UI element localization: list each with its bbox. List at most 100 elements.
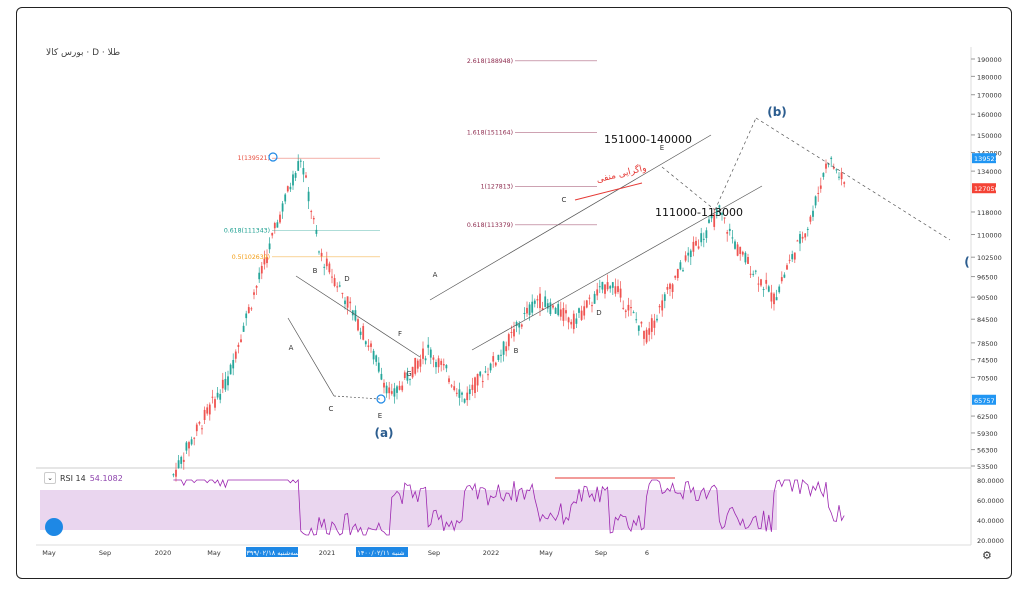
candle-body [596,289,599,296]
candle-body [375,355,378,362]
candle-body [312,218,315,220]
candle-body [338,285,341,287]
candle-body [827,163,830,165]
candle-body [687,252,690,256]
projection-line [714,117,757,211]
candle-body [601,281,604,290]
candle-body [502,341,505,355]
candle-body [580,310,583,320]
candle-body [671,284,674,293]
candle-body [721,213,723,215]
candle-body [739,246,742,254]
divergence-label: واگرایی منفی [595,161,647,185]
candle-body [206,407,209,414]
fib-label: 1(139521) [238,155,270,162]
price-tick-label: 134000 [977,168,1002,176]
candle-body [793,252,796,260]
candle-body [445,365,448,369]
candle-body [273,222,276,229]
candle-body [567,317,570,323]
price-tick-label: 74500 [977,357,998,365]
candle-body [219,393,222,400]
candle-body [830,157,833,160]
channel-upper [429,134,712,301]
candle-body [242,325,245,332]
candle-body [487,374,489,376]
price-tick-label: 96500 [977,274,998,282]
candle-body [814,196,817,206]
price-tick-label: 110000 [977,232,1002,240]
candle-body [788,259,791,261]
time-tick-label: 2020 [155,549,172,557]
settings-gear-icon[interactable]: ⚙ [982,549,992,562]
candle-body [427,344,430,348]
candle-body [357,319,359,331]
candle-body [700,233,703,243]
candle-body [401,385,404,391]
candle-body [305,175,307,178]
candle-body [757,283,760,285]
candle-body [289,186,292,190]
wave-label: A [289,344,294,352]
symbol-label[interactable]: بورس کالا · D · طلا [46,48,121,58]
price-badge [972,394,996,405]
candle-body [747,257,749,264]
candle-body [310,211,313,213]
candle-body [247,307,250,314]
candle-body [292,174,294,186]
candle-body [643,330,645,339]
candle-body [307,191,310,202]
candle-body [726,232,729,234]
candle-body [705,230,708,239]
candle-body [801,236,804,239]
tradingview-logo-icon[interactable] [45,518,63,536]
candle-body [409,378,411,380]
candle-body [770,292,773,302]
candle-body [294,172,297,178]
wave-line [287,317,335,397]
candle-body [653,320,656,328]
wave-label: A [433,271,438,279]
candle-body [682,270,684,272]
candle-body [489,363,492,371]
rsi-tick-label: 20.0000 [977,537,1004,545]
candle-body [463,398,466,403]
candle-body [676,268,679,279]
candle-body [380,373,383,380]
time-tick-label: May [539,549,553,557]
candle-body [416,360,419,369]
candle-body [536,299,539,301]
candle-body [359,331,362,335]
candle-body [604,284,606,294]
candle-body [791,254,794,260]
collapse-chevron-icon[interactable]: ⌄ [44,472,56,484]
time-tick-label: Sep [99,549,111,557]
candle-body [528,304,531,315]
candle-body [666,287,669,290]
time-tick-label: 6 [645,549,649,557]
candle-body [804,233,807,238]
candle-body [341,292,344,294]
candle-body [843,182,846,184]
candle-body [630,307,632,309]
candle-body [227,376,229,386]
candle-body [546,303,549,309]
price-tick-label: 118000 [977,209,1002,217]
rsi-tick-label: 80.0000 [977,477,1004,485]
time-tick-label: ۱۳۹۹/۰۲/۱۸ سه‌شنبه [243,549,299,557]
candle-body [250,308,253,310]
candle-body [255,286,258,288]
candle-body [531,301,534,313]
candle-body [260,265,263,274]
candle-body [411,366,414,378]
candle-body [598,286,601,288]
candle-body [424,358,427,361]
candle-body [578,308,580,313]
candle-body [211,396,214,398]
candle-body [279,214,281,223]
candle-body [190,439,193,445]
wave-label: E [378,412,382,420]
candle-body [825,163,827,169]
candle-body [617,286,619,293]
